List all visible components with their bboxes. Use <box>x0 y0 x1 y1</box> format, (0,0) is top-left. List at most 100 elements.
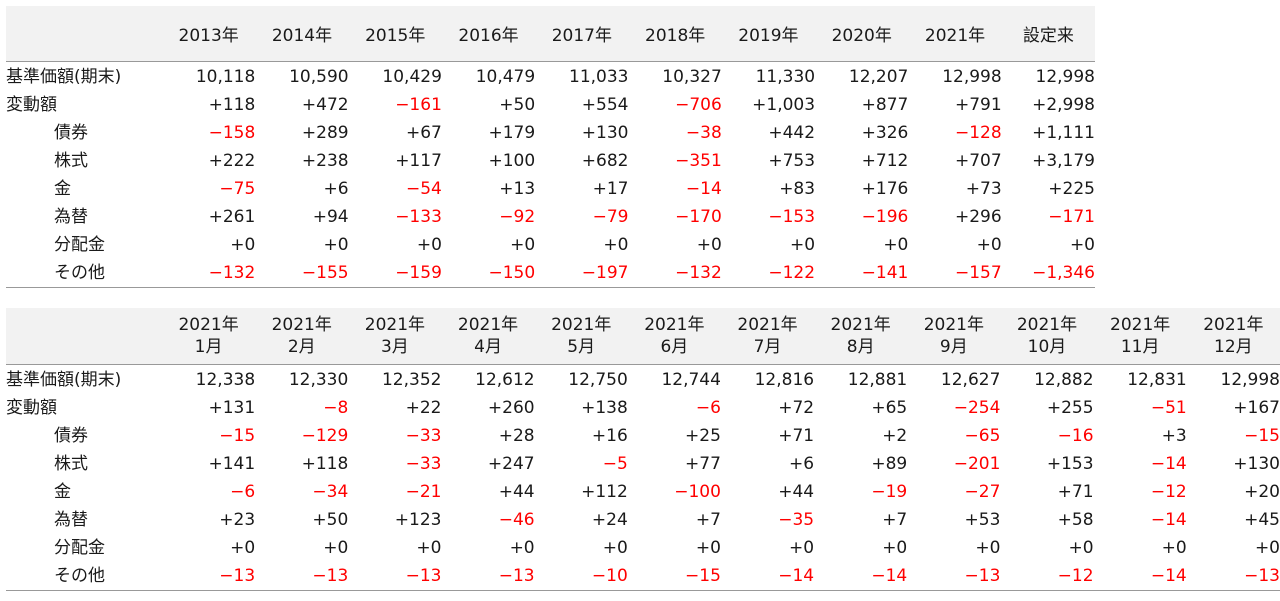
annual-value-cell: −171 <box>1048 207 1095 227</box>
annual-value-cell: −132 <box>628 259 722 288</box>
monthly-column-month: 7月 <box>753 337 782 357</box>
annual-value-cell: +0 <box>883 235 909 255</box>
monthly-value-cell: +0 <box>509 538 535 558</box>
annual-row-label: 変動額 <box>6 95 57 115</box>
annual-column-header: 2016年 <box>441 6 536 62</box>
monthly-value-cell: +141 <box>208 454 256 474</box>
annual-value-cell: +6 <box>323 179 349 199</box>
annual-table-row: 債券 −158 +289 +67 +179 +130 −38 +442 +326 −128 +1,1… <box>6 119 1095 147</box>
annual-column-header: 2021年 <box>908 6 1002 62</box>
monthly-value-cell: −13 <box>1186 562 1280 591</box>
annual-column-header: 設定来 <box>1001 6 1095 62</box>
annual-column-header: 2019年 <box>721 6 816 62</box>
monthly-value-cell: +89 <box>871 454 908 474</box>
annual-value-cell: −153 <box>768 207 816 227</box>
annual-table-row: 変動額 +118 +472 −161 +50 +554 −706 +1,003 +877 +791… <box>6 91 1095 119</box>
monthly-column-header: 2021年 3月 <box>348 308 442 365</box>
monthly-value-cell: +0 <box>602 538 628 558</box>
monthly-column-month: 3月 <box>380 337 409 357</box>
annual-value-cell: 12,207 <box>848 66 909 87</box>
annual-value-cell: 10,429 <box>382 66 442 87</box>
annual-value-cell: 10,118 <box>195 66 256 87</box>
monthly-value-cell: −8 <box>323 398 349 418</box>
monthly-table-row: 株式 +141 +118 −33 +247 −5 +77 +6 +89 −201 +153 −14 +1… <box>6 450 1280 478</box>
monthly-column-year: 2021年 <box>644 315 705 335</box>
monthly-column-month: 9月 <box>939 337 968 357</box>
monthly-value-cell: +45 <box>1244 510 1280 530</box>
annual-value-cell: +176 <box>861 179 909 199</box>
monthly-value-cell: +22 <box>405 398 442 418</box>
monthly-column-header: 2021年 11月 <box>1093 308 1187 365</box>
monthly-value-cell: −5 <box>602 454 628 474</box>
monthly-value-cell: −27 <box>964 482 1001 502</box>
annual-row-label: 金 <box>54 179 71 199</box>
monthly-column-month: 5月 <box>567 337 596 357</box>
monthly-value-cell: +44 <box>778 482 815 502</box>
annual-column-header: 2020年 <box>815 6 909 62</box>
monthly-value-cell: −33 <box>405 454 442 474</box>
monthly-value-cell: −34 <box>312 482 349 502</box>
monthly-column-header: 2021年 8月 <box>814 308 908 365</box>
annual-value-cell: +238 <box>301 151 349 171</box>
monthly-row-label: 金 <box>54 482 71 502</box>
monthly-value-cell: −6 <box>230 482 256 502</box>
annual-value-cell: +0 <box>323 235 349 255</box>
annual-value-cell: +73 <box>965 179 1002 199</box>
annual-column-header: 2017年 <box>535 6 629 62</box>
annual-value-cell: +222 <box>208 151 256 171</box>
monthly-column-header: 2021年 6月 <box>627 308 721 365</box>
annual-table-row: 基準価額(期末) 10,118 10,590 10,429 10,479 11,033 10… <box>6 62 1095 92</box>
monthly-value-cell: 12,338 <box>195 369 256 390</box>
monthly-row-label: 変動額 <box>6 398 57 418</box>
monthly-value-cell: +123 <box>394 510 442 530</box>
annual-value-cell: −1,346 <box>1001 259 1095 288</box>
monthly-value-cell: 12,352 <box>381 369 442 390</box>
monthly-value-cell: +16 <box>591 426 628 446</box>
annual-value-cell: +682 <box>581 151 629 171</box>
monthly-column-month: 8月 <box>846 337 875 357</box>
monthly-column-year: 2021年 <box>551 315 612 335</box>
monthly-column-header: 2021年 5月 <box>534 308 628 365</box>
monthly-value-cell: −15 <box>627 562 721 591</box>
monthly-header-row: 2021年 1月 2021年 2月 2021年 3月 2021年 4月 2021年 5月 2021年… <box>6 308 1280 365</box>
monthly-value-cell: +118 <box>301 454 349 474</box>
monthly-value-cell: 12,744 <box>661 369 721 390</box>
monthly-column-header: 2021年 9月 <box>907 308 1001 365</box>
annual-value-cell: +0 <box>976 235 1002 255</box>
monthly-value-cell: 12,330 <box>288 369 349 390</box>
annual-value-cell: −122 <box>721 259 816 288</box>
monthly-column-year: 2021年 <box>178 315 239 335</box>
annual-value-cell: +118 <box>208 95 256 115</box>
monthly-row-label: その他 <box>6 562 162 591</box>
monthly-row-label: 債券 <box>54 426 88 446</box>
monthly-column-year: 2021年 <box>923 315 984 335</box>
annual-header-corner <box>6 6 162 62</box>
annual-value-cell: +0 <box>230 235 256 255</box>
annual-value-cell: +261 <box>208 207 256 227</box>
annual-table-row: 株式 +222 +238 +117 +100 +682 −351 +753 +712 +707 +3… <box>6 147 1095 175</box>
monthly-value-cell: 12,816 <box>754 369 815 390</box>
annual-table-row: 分配金 +0 +0 +0 +0 +0 +0 +0 +0 +0 +0 <box>6 231 1095 259</box>
monthly-value-cell: +0 <box>695 538 721 558</box>
annual-value-cell: 10,327 <box>662 66 722 87</box>
monthly-value-cell: +6 <box>789 454 815 474</box>
monthly-value-cell: +0 <box>1068 538 1094 558</box>
monthly-column-year: 2021年 <box>364 315 426 335</box>
monthly-value-cell: +58 <box>1057 510 1094 530</box>
monthly-row-label: 基準価額(期末) <box>6 369 122 390</box>
annual-value-cell: −132 <box>162 259 256 288</box>
monthly-column-month: 2月 <box>287 337 316 357</box>
annual-row-label: 株式 <box>54 151 88 171</box>
annual-value-cell: −170 <box>675 207 722 227</box>
annual-performance-table: 2013年 2014年 2015年 2016年 2017年 2018年 2019年 2020年… <box>6 6 1095 288</box>
annual-value-cell: +0 <box>696 235 722 255</box>
annual-value-cell: +0 <box>603 235 629 255</box>
monthly-header-corner <box>6 308 162 365</box>
monthly-value-cell: −46 <box>498 510 535 530</box>
annual-value-cell: −197 <box>535 259 629 288</box>
monthly-value-cell: −201 <box>953 454 1001 474</box>
annual-column-header: 2013年 <box>162 6 256 62</box>
monthly-value-cell: −10 <box>534 562 628 591</box>
monthly-value-cell: −14 <box>720 562 815 591</box>
monthly-value-cell: +0 <box>882 538 908 558</box>
